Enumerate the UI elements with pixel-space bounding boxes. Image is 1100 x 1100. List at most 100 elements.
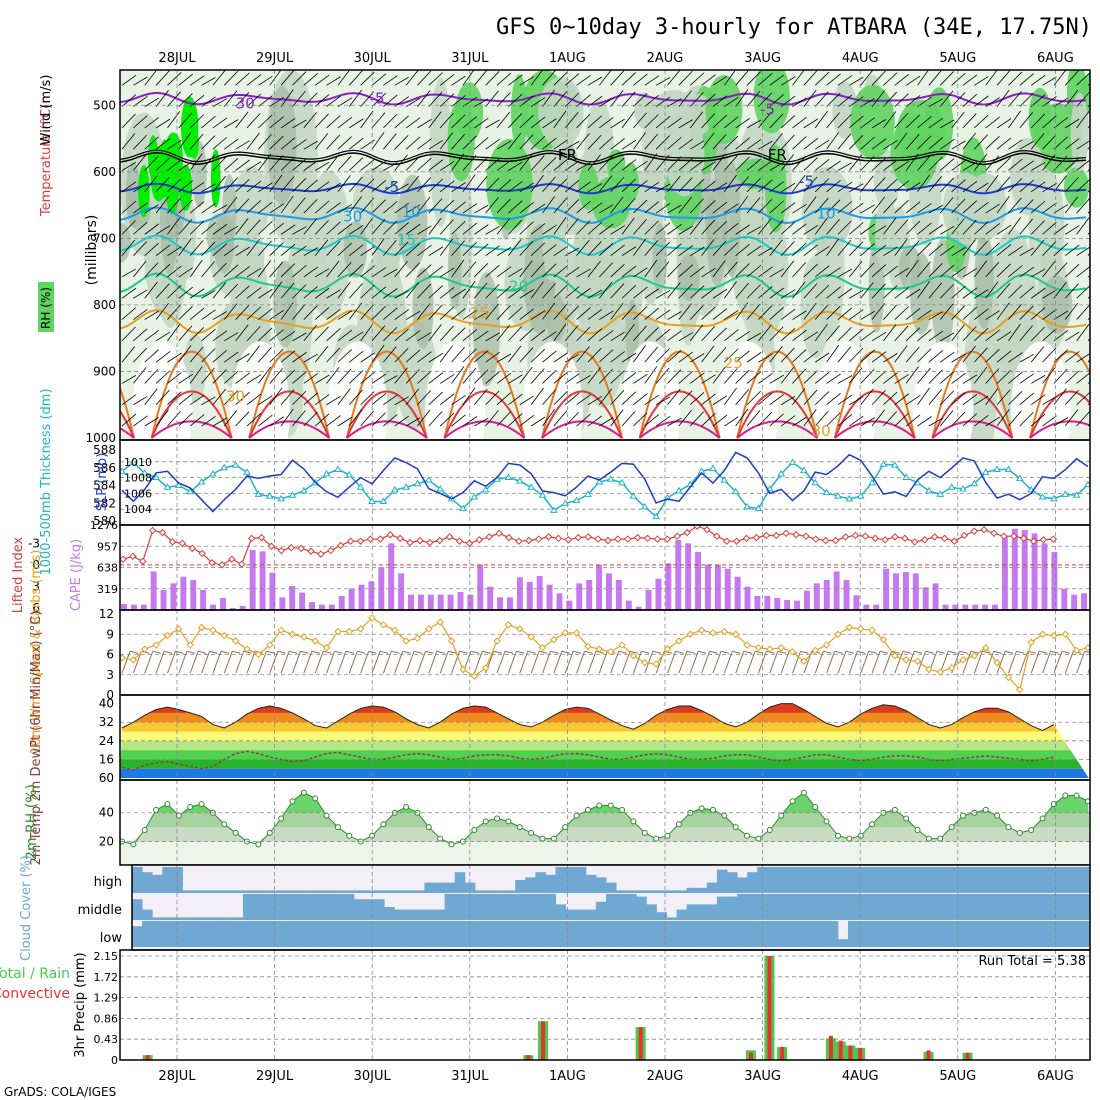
- wind-speed-point: [481, 664, 490, 672]
- wind-barb: [451, 182, 466, 193]
- clear-pocket: [1010, 341, 1071, 440]
- wind-barb: [621, 159, 637, 171]
- wind-speed-point: [652, 660, 660, 668]
- cloud-bar-middle: [424, 909, 436, 920]
- thickness-point: [572, 496, 581, 504]
- wind-barb: [223, 196, 238, 214]
- wind-barb: [667, 330, 682, 342]
- wind-barb: [144, 242, 159, 256]
- cape-bar: [863, 604, 870, 610]
- wind-barb: [314, 239, 329, 256]
- rh-point: [789, 798, 796, 805]
- rh-point: [653, 835, 660, 842]
- wind-barb: [391, 650, 400, 654]
- wind-barb: [542, 196, 556, 214]
- wind-barb: [246, 306, 262, 320]
- wind-barb: [121, 133, 136, 150]
- wind-barb: [462, 203, 478, 214]
- wind-barb: [667, 651, 676, 674]
- cloud-bar-middle: [817, 894, 829, 920]
- cloud-bar-high: [444, 882, 456, 893]
- wind-barb: [292, 139, 307, 150]
- wind-barb: [1030, 413, 1046, 427]
- wind-barb: [553, 391, 568, 406]
- li-point: [703, 526, 711, 534]
- cloud-bar-middle: [676, 909, 688, 920]
- wind-barb: [951, 72, 966, 86]
- wind-barb: [189, 220, 205, 235]
- wind-barb: [201, 415, 216, 427]
- wind-barb: [746, 371, 762, 384]
- wind-barb: [474, 98, 489, 107]
- cloud-bar-middle: [374, 899, 385, 920]
- isotherm-arch: [248, 350, 331, 439]
- wind-barb: [974, 202, 989, 214]
- rh-area: [120, 222, 131, 263]
- wind-barb: [621, 139, 637, 150]
- wind-barb: [348, 70, 363, 86]
- wind-barb: [883, 217, 897, 235]
- cloud-bar-high: [1039, 867, 1051, 893]
- wind-barb: [701, 219, 716, 235]
- wind-barb: [189, 201, 205, 214]
- wind-barb: [962, 200, 978, 214]
- thickness-point: [981, 468, 990, 475]
- wind-barb: [303, 324, 317, 342]
- li-point: [277, 546, 286, 555]
- rh-point: [1073, 792, 1080, 799]
- wind-barb: [144, 349, 159, 363]
- cloud-bar-high: [716, 869, 728, 893]
- wind-barb: [996, 350, 1012, 363]
- cape-bar: [853, 595, 860, 610]
- rh-point: [857, 832, 864, 839]
- wind-barb: [576, 200, 591, 214]
- wind-barb: [189, 240, 204, 256]
- wind-barb: [610, 176, 625, 193]
- wind-barb: [587, 221, 603, 235]
- thickness-point: [209, 469, 217, 477]
- cloud-bar-high: [424, 882, 436, 893]
- wind-barb: [610, 244, 625, 256]
- rh-point: [1039, 815, 1046, 822]
- rh-point: [766, 826, 773, 833]
- cloud-bar-low: [545, 921, 557, 947]
- wind-barb: [655, 154, 670, 171]
- wind-barb: [121, 181, 137, 193]
- rh-point: [550, 835, 557, 842]
- wind-barb: [519, 202, 534, 214]
- wind-barb: [803, 89, 817, 107]
- cloud-bar-high: [333, 890, 345, 893]
- li-point: [129, 552, 137, 560]
- cape-bar: [774, 598, 781, 610]
- wind-barb: [689, 111, 704, 129]
- wind-barb: [792, 223, 807, 235]
- wind-barb: [655, 222, 671, 235]
- wind-barb: [576, 346, 590, 363]
- wind-barb: [655, 396, 671, 406]
- wind-barb: [485, 71, 500, 86]
- wind-barb: [1030, 239, 1045, 256]
- wind-barb: [178, 325, 193, 342]
- cloud-bar-middle: [162, 917, 173, 920]
- wind-barb: [792, 242, 807, 256]
- wind-barb: [428, 140, 444, 150]
- wind-barb: [803, 370, 818, 384]
- cape-bar: [289, 586, 296, 610]
- cloud-bar-low: [888, 921, 899, 947]
- isotherm-arch: [833, 350, 916, 439]
- wind-speed-point: [1072, 646, 1081, 655]
- cloud-bar-middle: [313, 894, 325, 920]
- wind-barb: [561, 650, 570, 654]
- cape-bar: [754, 596, 761, 610]
- wind-barb: [860, 310, 875, 320]
- cape-bar: [695, 552, 702, 610]
- cloud-bar-middle: [232, 917, 244, 920]
- thickness-point: [356, 483, 365, 490]
- wind-barb: [724, 329, 739, 342]
- wind-barb: [144, 223, 159, 235]
- rh-area: [412, 267, 434, 349]
- wind-barb: [815, 246, 830, 256]
- wind-barb: [155, 176, 170, 193]
- thickness-point: [822, 488, 831, 496]
- cloud-bar-middle: [444, 894, 456, 920]
